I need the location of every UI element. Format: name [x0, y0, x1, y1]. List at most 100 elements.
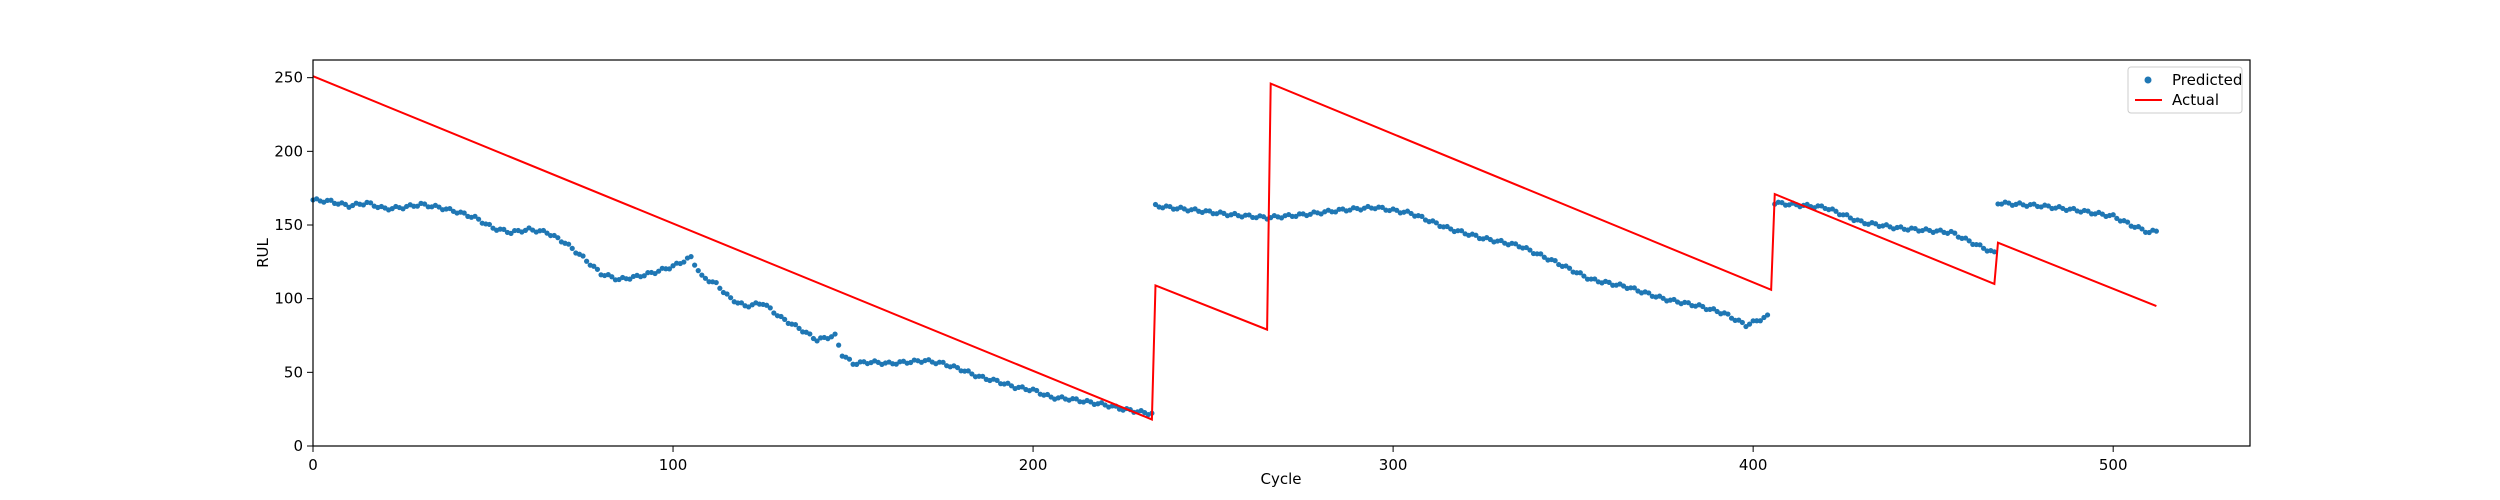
- predicted-point-119: [738, 300, 745, 306]
- predicted-point-9: [342, 201, 348, 207]
- plot-area: [313, 60, 2250, 446]
- predicted-point-417: [1815, 203, 1821, 209]
- legend: Predicted Actual: [2127, 66, 2243, 114]
- predicted-point-297: [1379, 204, 1385, 210]
- predicted-point-110: [706, 279, 712, 285]
- predicted-point-35: [436, 204, 442, 210]
- predicted-point-14: [360, 202, 367, 208]
- predicted-point-318: [1455, 228, 1461, 234]
- predicted-point-389: [1710, 306, 1717, 312]
- predicted-point-371: [1646, 290, 1652, 296]
- x-axis-label: Cycle: [1261, 470, 1302, 488]
- legend-predicted-label: Predicted: [2172, 71, 2242, 89]
- predicted-point-366: [1628, 285, 1634, 291]
- y-tick-label-100: 100: [274, 290, 303, 308]
- predicted-point-341: [1538, 251, 1544, 257]
- predicted-point-308: [1419, 213, 1425, 219]
- x-tick-label-500: 500: [2099, 456, 2128, 474]
- x-tick-label-400: 400: [1739, 456, 1768, 474]
- predicted-point-345: [1552, 258, 1558, 264]
- predicted-point-76: [584, 258, 590, 264]
- predicted-point-64: [540, 227, 547, 234]
- predicted-point-197: [1019, 384, 1025, 390]
- predicted-point-493: [2088, 211, 2095, 217]
- predicted-point-105: [688, 254, 694, 260]
- legend-actual-label: Actual: [2172, 91, 2219, 109]
- predicted-point-375: [1660, 295, 1666, 301]
- predicted-point-88: [627, 276, 633, 282]
- predicted-point-28: [411, 203, 417, 209]
- predicted-point-186: [980, 373, 986, 379]
- predicted-point-96: [656, 268, 662, 274]
- predicted-point-56: [512, 227, 518, 234]
- predicted-point-455: [1952, 230, 1958, 236]
- predicted-point-5: [328, 197, 334, 203]
- predicted-point-116: [728, 295, 734, 301]
- predicted-point-99: [666, 266, 673, 272]
- predicted-point-131: [782, 316, 788, 322]
- predicted-point-351: [1574, 270, 1580, 276]
- predicted-point-356: [1592, 276, 1598, 282]
- predicted-point-55: [508, 230, 514, 236]
- y-axis: 0 50 100 150 200 250: [274, 69, 313, 455]
- x-axis: 0 100 200 300 400 500: [308, 446, 2128, 474]
- predicted-point-29: [414, 203, 421, 209]
- predicted-point-433: [1872, 221, 1879, 227]
- predicted-point-100: [670, 263, 676, 269]
- predicted-point-107: [695, 268, 701, 274]
- predicted-point-190: [994, 377, 1000, 383]
- predicted-point-499: [2110, 212, 2116, 218]
- predicted-point-130: [778, 313, 784, 320]
- predicted-point-127: [767, 305, 773, 311]
- predicted-point-323: [1473, 232, 1479, 238]
- x-tick-label-0: 0: [308, 456, 318, 474]
- predicted-point-284: [1332, 209, 1339, 215]
- predicted-point-174: [936, 359, 943, 365]
- predicted-point-140: [814, 338, 820, 344]
- predicted-point-353: [1581, 273, 1587, 279]
- predicted-point-342: [1541, 254, 1547, 260]
- predicted-point-330: [1498, 237, 1504, 244]
- predicted-point-92: [641, 273, 647, 279]
- predicted-point-138: [807, 331, 813, 337]
- predicted-point-135: [796, 325, 802, 331]
- predicted-point-204: [1044, 391, 1051, 398]
- predicted-point-31: [422, 201, 428, 207]
- predicted-point-106: [692, 262, 698, 268]
- predicted-point-32: [425, 204, 431, 210]
- predicted-point-511: [2153, 228, 2159, 234]
- plot-frame: [312, 59, 2251, 447]
- predicted-point-194: [1008, 383, 1015, 389]
- predicted-point-179: [954, 364, 961, 371]
- predicted-point-500: [2114, 215, 2120, 222]
- predicted-point-68: [555, 235, 561, 241]
- y-tick-label-250: 250: [274, 69, 303, 87]
- predicted-point-400: [1750, 318, 1756, 324]
- predicted-point-399: [1746, 321, 1753, 327]
- predicted-point-312: [1433, 220, 1439, 226]
- predicted-point-507: [2139, 226, 2145, 232]
- predicted-point-134: [792, 322, 799, 328]
- predicted-point-319: [1458, 228, 1465, 234]
- predicted-point-378: [1671, 296, 1677, 303]
- predicted-point-492: [2085, 208, 2091, 214]
- predicted-point-145: [832, 331, 838, 337]
- predicted-point-108: [699, 272, 705, 278]
- predicted-point-462: [1977, 242, 1983, 248]
- predicted-point-407: [1779, 200, 1785, 206]
- predicted-point-426: [1847, 215, 1853, 221]
- predicted-point-79: [594, 266, 601, 272]
- predicted-point-175: [940, 359, 946, 365]
- predicted-point-75: [580, 253, 586, 259]
- predicted-point-53: [501, 226, 507, 232]
- predicted-point-305: [1408, 210, 1414, 217]
- predicted-point-128: [771, 310, 777, 316]
- predicted-point-71: [566, 241, 572, 247]
- predicted-point-183: [969, 371, 975, 377]
- predicted-point-463: [1980, 245, 1987, 251]
- predicted-point-103: [681, 259, 687, 265]
- predicted-point-78: [591, 263, 597, 269]
- legend-predicted-marker: [2144, 76, 2152, 84]
- predicted-point-429: [1858, 218, 1864, 224]
- predicted-point-45: [472, 213, 478, 219]
